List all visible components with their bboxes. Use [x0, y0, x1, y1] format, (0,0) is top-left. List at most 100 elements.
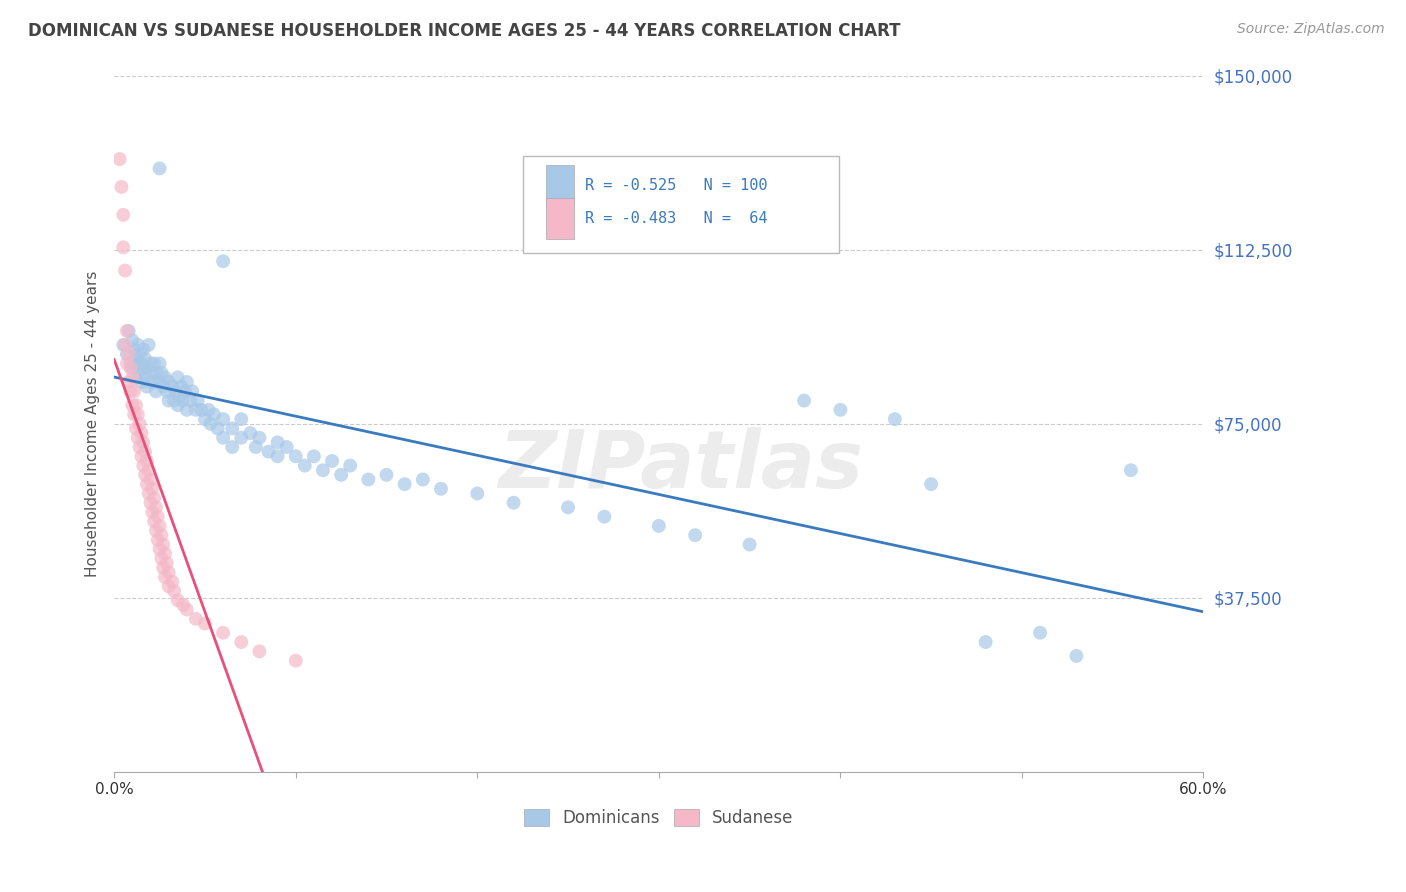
Point: [276, 440, 298, 454]
Point: [143, 514, 166, 528]
Point: [143, 375, 166, 389]
Point: [145, 366, 167, 380]
Point: [184, 612, 207, 626]
Point: [738, 537, 761, 551]
Point: [143, 356, 166, 370]
Point: [112, 240, 135, 254]
Point: [120, 384, 142, 399]
Point: [153, 570, 176, 584]
Point: [127, 338, 149, 352]
Point: [141, 505, 163, 519]
Point: [284, 654, 307, 668]
Point: [974, 635, 997, 649]
Point: [163, 393, 186, 408]
Point: [221, 421, 243, 435]
Point: [127, 408, 149, 422]
Point: [156, 556, 179, 570]
Point: [139, 356, 162, 370]
Point: [139, 496, 162, 510]
Point: [145, 384, 167, 399]
Point: [187, 393, 209, 408]
Point: [212, 431, 235, 445]
Point: [146, 533, 169, 547]
Point: [648, 519, 671, 533]
Point: [128, 366, 150, 380]
Point: [135, 454, 157, 468]
Point: [172, 598, 194, 612]
Point: [135, 477, 157, 491]
Point: [148, 519, 170, 533]
Point: [115, 324, 138, 338]
Point: [184, 402, 207, 417]
FancyBboxPatch shape: [546, 165, 574, 206]
Point: [883, 412, 905, 426]
Point: [339, 458, 361, 473]
Point: [115, 356, 138, 370]
Point: [148, 375, 170, 389]
Point: [176, 602, 198, 616]
Point: [231, 431, 253, 445]
Point: [112, 208, 135, 222]
Point: [830, 402, 852, 417]
Point: [162, 574, 184, 589]
Point: [132, 458, 155, 473]
Point: [166, 398, 188, 412]
Point: [150, 528, 173, 542]
Point: [148, 356, 170, 370]
Point: [121, 370, 143, 384]
Point: [294, 458, 316, 473]
Point: [157, 566, 180, 580]
Point: [357, 473, 380, 487]
Point: [207, 421, 229, 435]
Point: [145, 524, 167, 538]
Point: [108, 152, 131, 166]
Point: [131, 375, 153, 389]
Point: [1029, 625, 1052, 640]
Point: [127, 431, 149, 445]
Point: [793, 393, 815, 408]
Point: [120, 361, 142, 376]
Point: [302, 450, 325, 464]
Text: R = -0.483   N =  64: R = -0.483 N = 64: [585, 211, 768, 226]
Point: [190, 402, 212, 417]
Point: [134, 351, 156, 366]
Point: [312, 463, 335, 477]
Point: [920, 477, 942, 491]
Point: [212, 254, 235, 268]
Point: [114, 338, 136, 352]
Point: [502, 496, 524, 510]
Point: [134, 444, 156, 458]
Point: [221, 440, 243, 454]
Point: [153, 370, 176, 384]
Point: [138, 486, 160, 500]
Point: [112, 338, 135, 352]
Point: [172, 393, 194, 408]
Point: [284, 450, 307, 464]
Point: [394, 477, 416, 491]
Point: [127, 356, 149, 370]
Point: [132, 435, 155, 450]
Point: [181, 384, 204, 399]
Point: [138, 338, 160, 352]
Point: [128, 347, 150, 361]
Point: [114, 263, 136, 277]
Point: [257, 444, 280, 458]
Point: [143, 491, 166, 505]
Point: [148, 542, 170, 557]
Point: [683, 528, 706, 542]
Point: [239, 426, 262, 441]
Point: [157, 375, 180, 389]
Text: R = -0.525   N = 100: R = -0.525 N = 100: [585, 178, 768, 193]
Point: [165, 384, 187, 399]
FancyBboxPatch shape: [546, 198, 574, 239]
Point: [139, 473, 162, 487]
Point: [122, 384, 145, 399]
Point: [153, 547, 176, 561]
Point: [321, 454, 343, 468]
Point: [162, 379, 184, 393]
Point: [593, 509, 616, 524]
Point: [166, 370, 188, 384]
Point: [131, 426, 153, 441]
Point: [134, 370, 156, 384]
Point: [202, 408, 225, 422]
